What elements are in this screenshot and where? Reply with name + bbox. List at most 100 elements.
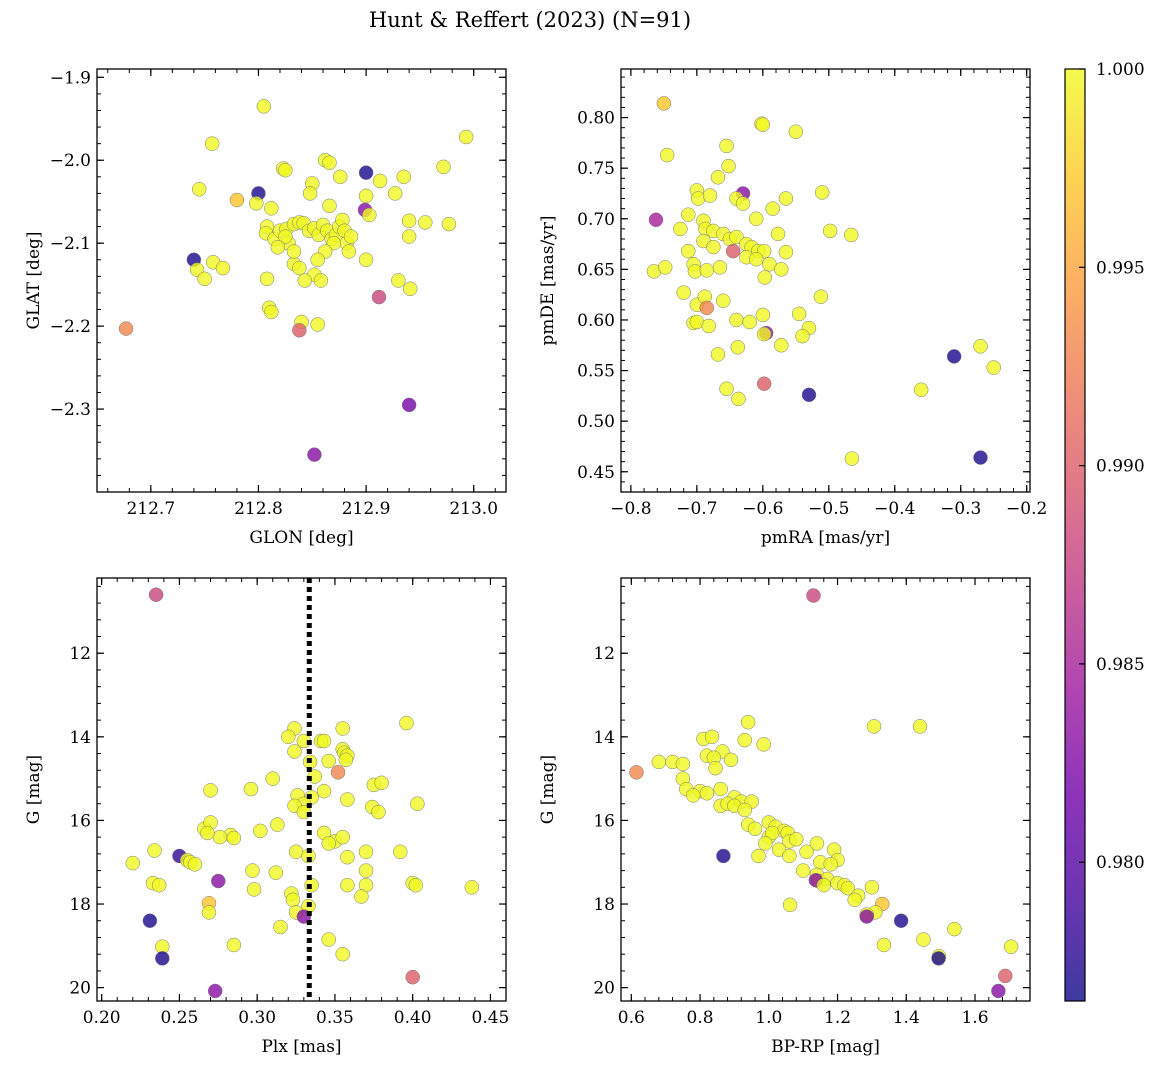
scatter-point xyxy=(770,226,786,242)
scatter-point xyxy=(335,829,350,845)
scatter-point xyxy=(706,239,721,255)
scatter-point xyxy=(215,260,231,276)
scatter-point xyxy=(371,804,386,820)
scatter-point xyxy=(226,830,242,846)
scatter-point xyxy=(343,229,359,244)
x-tick-label: −0.5 xyxy=(808,499,849,519)
scatter-point xyxy=(657,260,673,275)
x-tick-label: 0.35 xyxy=(316,1008,354,1028)
scatter-point xyxy=(187,857,203,872)
scatter-point xyxy=(764,825,780,841)
minor-ticks xyxy=(621,69,1030,493)
scatter-point xyxy=(211,873,226,889)
y-axis-label: pmDE [mas/yr] xyxy=(538,215,558,345)
x-tick-label: 212.9 xyxy=(342,499,391,519)
scatter-point xyxy=(747,821,763,837)
scatter-point xyxy=(278,229,293,244)
scatter-point xyxy=(813,289,829,304)
x-axis-label: pmRA [mas/yr] xyxy=(761,528,890,548)
x-tick-label: −0.7 xyxy=(676,499,717,519)
y-tick-label: 0.60 xyxy=(577,311,615,331)
y-tick-label: 16 xyxy=(593,811,615,831)
scatter-point xyxy=(656,96,672,111)
x-tick-label: 0.45 xyxy=(472,1008,510,1028)
scatter-point xyxy=(321,836,336,851)
scatter-point xyxy=(675,756,691,772)
colorbar: 0.980 0.985 0.990 0.995 1.000 xyxy=(1064,60,1145,1002)
scatter-point xyxy=(436,159,451,175)
scatter-point xyxy=(197,271,212,287)
axes-frame xyxy=(96,577,507,1002)
x-tick-label: 0.8 xyxy=(687,1008,714,1028)
y-tick-label: 0.65 xyxy=(577,260,615,280)
scatter-point xyxy=(203,783,218,798)
scatter-point xyxy=(676,285,691,300)
scatter-point xyxy=(748,211,764,227)
scatter-point xyxy=(246,882,262,897)
scatter-point xyxy=(799,844,814,860)
scatter-point xyxy=(716,848,731,864)
scatter-point xyxy=(212,829,228,845)
scatter-point xyxy=(265,771,280,786)
scatter-point xyxy=(756,737,771,752)
scatter-point xyxy=(192,182,207,197)
scatter-point xyxy=(374,775,389,791)
scatter-point xyxy=(791,306,807,322)
scatter-point xyxy=(816,877,832,893)
scatter-point xyxy=(321,753,336,769)
scatter-point xyxy=(287,744,302,759)
scatter-point xyxy=(782,848,797,864)
x-tick-label: 0.25 xyxy=(160,1008,198,1028)
x-tick-label: 0.6 xyxy=(618,1008,645,1028)
scatter-point xyxy=(729,312,744,328)
scatter-point xyxy=(778,191,794,206)
scatter-point xyxy=(155,951,170,966)
scatter-point xyxy=(806,588,821,603)
scatter-point xyxy=(716,293,731,308)
scatter-point xyxy=(822,223,838,239)
y-axis-label: GLAT [deg] xyxy=(24,231,44,329)
scatter-point xyxy=(321,932,336,947)
scatter-point xyxy=(866,719,882,734)
scatter-point xyxy=(316,783,332,799)
scatter-point xyxy=(264,304,279,320)
scatter-point xyxy=(292,323,307,338)
glon-glat-panel: 212.7 212.8 212.9 213.0 −1.9 −2.0 −2.1 −2.2 −2.3… xyxy=(24,68,507,548)
colorbar-gradient xyxy=(1065,69,1085,1001)
scatter-point xyxy=(147,843,162,858)
y-tick-label: −2.3 xyxy=(50,400,91,420)
x-tick-label: 1.4 xyxy=(893,1008,920,1028)
y-tick-label: 18 xyxy=(69,895,91,915)
scatter-point xyxy=(704,729,720,745)
scatter-point xyxy=(991,983,1006,999)
scatter-point xyxy=(464,880,480,895)
scatter-point xyxy=(708,760,723,776)
scatter-point xyxy=(307,447,322,462)
scatter-point xyxy=(778,244,794,260)
scatter-point xyxy=(755,117,771,132)
scatter-point xyxy=(207,983,223,999)
scatter-point xyxy=(338,752,354,768)
scatter-point xyxy=(737,802,752,818)
scatter-point xyxy=(335,946,350,962)
scatter-point xyxy=(245,863,260,878)
scatter-point xyxy=(458,129,474,145)
pmra-pmde-panel: −0.8 −0.7 −0.6 −0.5 −0.4 −0.3 −0.2 0.45 0.50 0.55… xyxy=(538,68,1047,548)
x-axis-label: Plx [mas] xyxy=(261,1037,341,1057)
scatter-point xyxy=(737,732,752,748)
scatter-point xyxy=(723,752,739,768)
scatter-point xyxy=(699,263,715,278)
scatter-point xyxy=(399,715,414,731)
y-axis-label: G [mag] xyxy=(24,755,44,824)
colorbar-frame xyxy=(1064,68,1086,1002)
scatter-point xyxy=(401,229,417,244)
scatter-point xyxy=(712,260,728,275)
scatter-point xyxy=(859,909,874,924)
scatter-point xyxy=(765,201,780,216)
scatter-point xyxy=(281,729,296,745)
scatter-point xyxy=(823,857,838,872)
scatter-point xyxy=(774,338,789,353)
scatter-point xyxy=(916,932,931,947)
y-tick-label: 20 xyxy=(593,979,615,999)
scatter-point xyxy=(756,326,772,342)
